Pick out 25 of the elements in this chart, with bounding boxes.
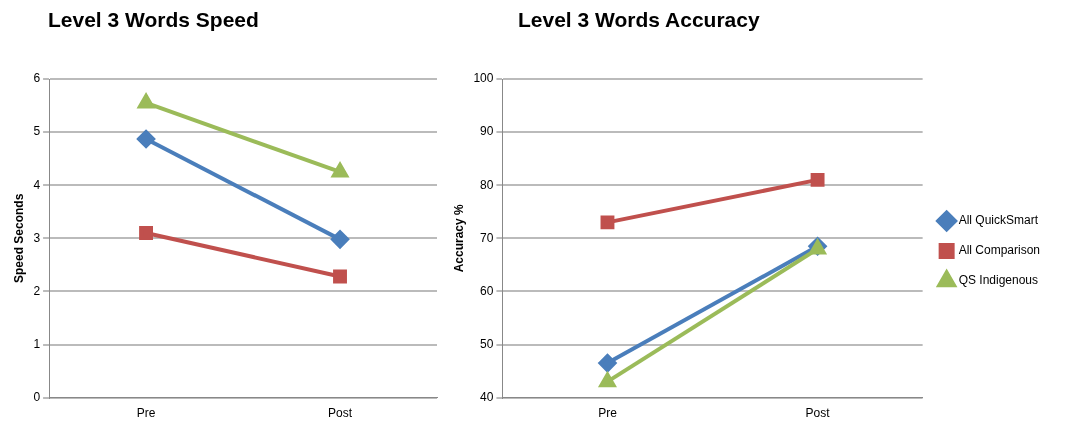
x-tick-label: Post bbox=[328, 406, 353, 421]
y-tick-label: 1 bbox=[33, 336, 41, 351]
y-tick-label: 80 bbox=[480, 177, 494, 192]
y-axis-title: Accuracy % bbox=[451, 203, 466, 273]
x-tick-label: Pre bbox=[136, 406, 156, 421]
x-tick-label: Pre bbox=[598, 406, 618, 421]
y-tick-label: 40 bbox=[480, 389, 494, 404]
legend-label: All Comparison bbox=[958, 243, 1041, 258]
y-axis-title: Speed Seconds bbox=[11, 193, 26, 283]
legend-label: QS Indigenous bbox=[958, 273, 1039, 288]
y-tick-label: 6 bbox=[33, 71, 41, 86]
y-tick-label: 100 bbox=[473, 71, 494, 86]
y-tick-label: 60 bbox=[480, 283, 494, 298]
y-tick-label: 5 bbox=[33, 124, 41, 139]
chart-title: Level 3 Words Accuracy bbox=[517, 8, 761, 33]
y-tick-label: 3 bbox=[33, 230, 41, 245]
legend-label: All QuickSmart bbox=[958, 213, 1039, 228]
chart-title: Level 3 Words Speed bbox=[47, 8, 260, 33]
x-tick-label: Post bbox=[805, 406, 831, 421]
y-tick-label: 2 bbox=[33, 283, 41, 298]
y-tick-label: 90 bbox=[480, 124, 494, 139]
y-tick-label: 0 bbox=[33, 389, 41, 404]
y-tick-label: 70 bbox=[480, 230, 494, 245]
y-tick-label: 4 bbox=[33, 177, 41, 192]
y-tick-label: 50 bbox=[480, 336, 494, 351]
